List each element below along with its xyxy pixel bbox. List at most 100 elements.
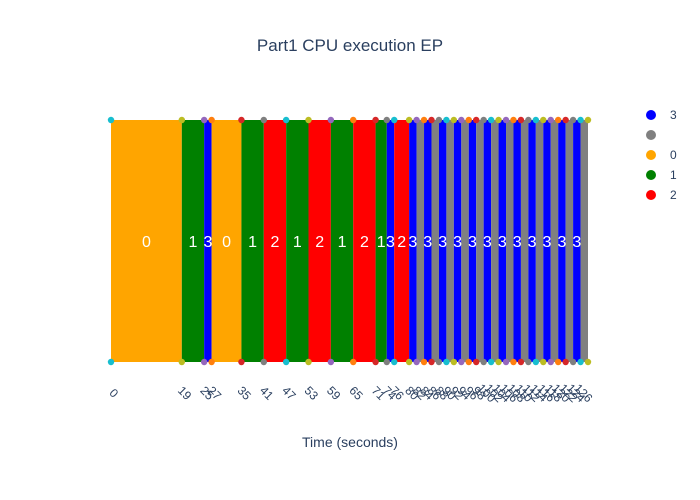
marker-top-37 (584, 116, 592, 124)
x-tick-label: 65 (346, 383, 366, 403)
segment-14[interactable] (416, 120, 425, 362)
segment-20[interactable] (461, 120, 469, 362)
marker-bottom-13 (405, 358, 413, 366)
segment-22[interactable] (476, 120, 484, 362)
segment-6[interactable] (286, 120, 309, 362)
legend-marker-0[interactable] (646, 110, 656, 120)
segment-4[interactable] (241, 120, 264, 362)
legend-label-0[interactable]: 3 (670, 108, 677, 122)
marker-top-10 (372, 116, 379, 124)
segment-11[interactable] (386, 120, 395, 362)
marker-bottom-36 (577, 358, 584, 366)
segment-8[interactable] (330, 120, 354, 362)
marker-top-12 (391, 116, 398, 124)
segment-2[interactable] (204, 120, 212, 362)
segment-label-29: 3 (528, 234, 537, 251)
segment-label-4: 1 (248, 234, 257, 251)
legend-label-2[interactable]: 0 (670, 148, 677, 162)
marker-bottom-18 (443, 358, 450, 366)
segment-13[interactable] (409, 120, 417, 362)
marker-bottom-16 (428, 358, 435, 366)
segment-label-23: 3 (483, 234, 492, 251)
legend-marker-3[interactable] (646, 170, 656, 180)
x-tick-label: 59 (324, 383, 344, 403)
marker-bottom-30 (532, 358, 540, 366)
marker-top-3 (208, 116, 215, 124)
marker-top-6 (282, 116, 290, 124)
segment-36[interactable] (580, 120, 588, 362)
segment-label-15: 3 (423, 234, 432, 251)
segments-layer (111, 120, 588, 362)
segment-24[interactable] (491, 120, 499, 362)
segment-3[interactable] (211, 120, 242, 362)
segment-26[interactable] (506, 120, 514, 362)
segment-31[interactable] (543, 120, 551, 362)
segment-9[interactable] (353, 120, 376, 362)
segment-34[interactable] (565, 120, 574, 362)
segment-25[interactable] (498, 120, 507, 362)
legend[interactable]: 3 0 1 2 (646, 108, 677, 202)
marker-bottom-11 (383, 358, 390, 366)
marker-top-27 (510, 116, 517, 124)
segment-15[interactable] (424, 120, 432, 362)
marker-bottom-9 (350, 358, 357, 366)
segment-23[interactable] (483, 120, 492, 362)
marker-bottom-1 (178, 358, 186, 366)
segment-7[interactable] (308, 120, 331, 362)
marker-top-32 (547, 116, 554, 124)
marker-top-21 (465, 116, 472, 124)
segment-16[interactable] (431, 120, 439, 362)
marker-bottom-10 (372, 358, 379, 366)
legend-marker-1[interactable] (646, 130, 656, 140)
marker-top-16 (428, 116, 435, 124)
marker-top-1 (178, 116, 186, 124)
segment-27[interactable] (513, 120, 521, 362)
marker-top-9 (350, 116, 357, 124)
segment-21[interactable] (468, 120, 477, 362)
segment-17[interactable] (438, 120, 447, 362)
marker-top-34 (562, 116, 569, 124)
segment-33[interactable] (558, 120, 566, 362)
marker-top-23 (480, 116, 487, 124)
legend-label-3[interactable]: 1 (670, 168, 677, 182)
marker-bottom-25 (495, 358, 502, 366)
marker-top-8 (327, 116, 335, 124)
legend-marker-2[interactable] (646, 150, 656, 160)
segment-19[interactable] (453, 120, 462, 362)
segment-label-12: 2 (397, 234, 406, 251)
marker-top-5 (260, 116, 267, 124)
segment-29[interactable] (528, 120, 536, 362)
segment-10[interactable] (375, 120, 387, 362)
marker-bottom-0 (107, 358, 115, 366)
marker-top-7 (305, 116, 312, 124)
marker-bottom-24 (487, 358, 495, 366)
legend-label-4[interactable]: 2 (670, 188, 677, 202)
marker-top-29 (525, 116, 532, 124)
marker-bottom-4 (238, 358, 245, 366)
marker-bottom-3 (208, 358, 215, 366)
marker-top-25 (495, 116, 502, 124)
x-axis-title: Time (seconds) (302, 434, 398, 450)
segment-32[interactable] (550, 120, 559, 362)
marker-top-19 (450, 116, 458, 124)
segment-28[interactable] (520, 120, 529, 362)
marker-top-0 (107, 116, 115, 124)
segment-5[interactable] (263, 120, 287, 362)
x-tick-label: 19 (175, 383, 195, 403)
marker-bottom-26 (502, 358, 510, 366)
segment-35[interactable] (573, 120, 581, 362)
segment-12[interactable] (394, 120, 410, 362)
segment-18[interactable] (446, 120, 454, 362)
segment-label-10: 1 (377, 234, 386, 251)
segment-label-19: 3 (453, 234, 462, 251)
segment-label-8: 1 (338, 234, 347, 251)
marker-bottom-28 (517, 358, 525, 366)
segment-label-7: 2 (315, 234, 324, 251)
segment-0[interactable] (111, 120, 182, 362)
segment-30[interactable] (535, 120, 544, 362)
legend-marker-4[interactable] (646, 190, 656, 200)
segment-1[interactable] (181, 120, 205, 362)
marker-bottom-22 (473, 358, 480, 366)
